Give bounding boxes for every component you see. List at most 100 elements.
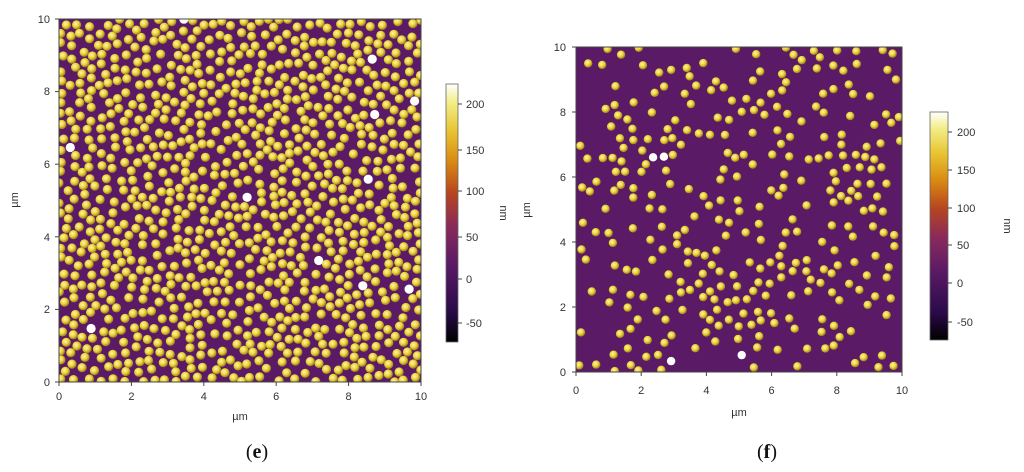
particle: [358, 281, 368, 291]
particle: [766, 258, 775, 267]
particle: [229, 231, 239, 241]
particle: [704, 201, 714, 210]
particle: [370, 109, 380, 120]
particle: [242, 149, 252, 159]
particle: [128, 273, 138, 283]
particle: [359, 110, 369, 120]
particle: [248, 157, 258, 167]
particle: [239, 19, 249, 27]
particle: [293, 334, 303, 344]
panel-e: 0 2 4 6 8 10 µm 0 2 4 6 8 10 µm: [9, 14, 509, 463]
particle: [845, 279, 854, 288]
particle: [217, 346, 228, 356]
particle: [209, 170, 220, 180]
colorbar-tick-label: 50: [466, 232, 478, 244]
particle: [126, 166, 136, 176]
particle: [180, 371, 190, 381]
particle: [871, 292, 880, 301]
particle: [332, 29, 342, 39]
particle: [410, 96, 420, 106]
particle: [371, 309, 381, 319]
particle: [804, 287, 813, 296]
particle: [154, 128, 164, 138]
particle: [756, 98, 765, 107]
particle: [608, 285, 618, 294]
particle: [274, 376, 284, 382]
particle: [114, 103, 124, 114]
particle: [250, 41, 260, 51]
particle: [197, 139, 207, 149]
colorbar-tick-label: 200: [466, 99, 484, 111]
particle: [397, 35, 407, 45]
caption-e: (e): [246, 441, 268, 463]
particle: [328, 183, 338, 193]
particle: [172, 39, 182, 50]
particle: [71, 124, 81, 134]
particle: [192, 59, 202, 69]
particle: [231, 79, 241, 89]
particle: [282, 94, 292, 104]
x-tick-label: 8: [834, 385, 840, 397]
particle: [653, 350, 663, 360]
particle: [128, 308, 138, 319]
particle: [266, 237, 276, 247]
particle: [61, 315, 71, 325]
particle: [59, 67, 66, 77]
particle: [110, 63, 120, 73]
particle: [197, 263, 207, 274]
particle: [264, 348, 274, 358]
particle: [328, 373, 338, 382]
particle: [138, 231, 148, 241]
particle: [108, 374, 118, 382]
particle: [136, 32, 146, 43]
particle: [334, 298, 344, 308]
particle: [119, 116, 129, 126]
particle: [781, 47, 791, 52]
particle: [128, 100, 138, 110]
particle: [120, 157, 130, 168]
particle: [325, 209, 336, 219]
particle: [277, 187, 287, 197]
particle: [291, 124, 301, 134]
x-tick-label: 6: [273, 391, 279, 403]
y-tick-label: 10: [554, 42, 566, 54]
particle: [80, 352, 90, 362]
y-axis-label: µm: [9, 192, 21, 208]
particle: [96, 124, 106, 134]
particle: [212, 107, 222, 117]
particle: [217, 19, 227, 26]
particle: [389, 86, 399, 96]
particle: [243, 175, 253, 185]
particle: [175, 192, 185, 202]
particle: [657, 222, 667, 231]
particle: [818, 237, 827, 247]
particle: [616, 180, 625, 190]
particle: [410, 77, 420, 87]
particle: [251, 130, 261, 140]
particle: [260, 30, 270, 40]
particle: [345, 328, 355, 338]
particle: [151, 27, 161, 38]
particle: [133, 57, 143, 67]
y-tick-label: 2: [44, 304, 50, 316]
particle: [871, 251, 880, 261]
particle: [184, 302, 194, 312]
particle: [356, 310, 366, 320]
particle: [280, 72, 290, 83]
particle: [389, 281, 399, 292]
particle: [320, 179, 330, 189]
particle: [852, 59, 861, 69]
particle: [70, 162, 80, 172]
colorbar-tick-label: 100: [957, 203, 975, 215]
particle: [305, 223, 315, 233]
particle: [173, 50, 183, 60]
particle: [611, 167, 621, 176]
particle: [308, 60, 318, 70]
particle: [312, 215, 323, 225]
particle: [372, 80, 382, 90]
particle: [69, 293, 79, 303]
particle: [255, 150, 265, 160]
particle: [80, 189, 90, 199]
particle: [142, 276, 152, 286]
particle: [197, 362, 208, 372]
